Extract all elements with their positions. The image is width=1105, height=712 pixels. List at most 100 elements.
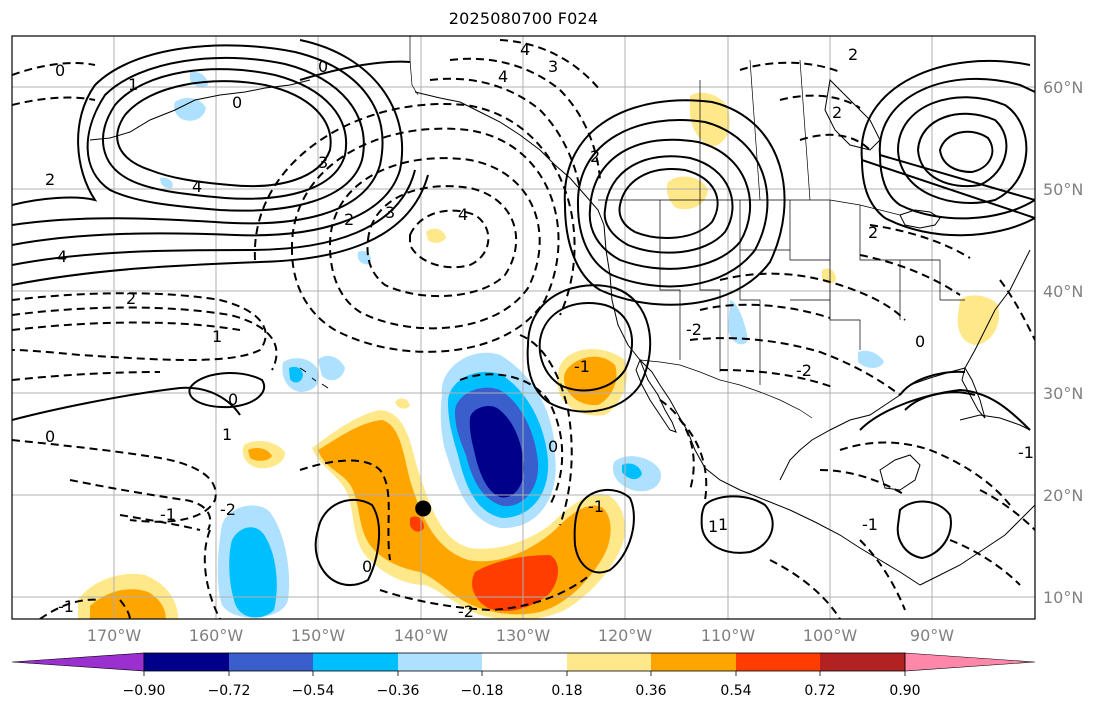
colorbar-bin	[567, 653, 651, 671]
colorbar-tick-label: 0.72	[804, 683, 836, 699]
lat-label-60n: 60°N	[1043, 78, 1084, 97]
yucatan-peninsula	[879, 454, 921, 491]
contour-label: -1	[588, 497, 604, 516]
contour-label: 1	[212, 327, 222, 346]
contour-ne-pacific-low-5	[253, 103, 576, 316]
colorbar-bin	[482, 653, 567, 671]
contour-south-1	[39, 598, 101, 619]
map-title: 2025080700 F024	[448, 9, 599, 28]
lon-label-110w: 110°W	[700, 626, 756, 645]
contour-west-trough-1	[12, 292, 267, 361]
shading-positive-small-4	[248, 448, 272, 461]
contour-mid-2	[12, 386, 241, 421]
contour-se-4	[979, 489, 1035, 531]
colorbar-bin	[313, 653, 398, 671]
contour-plains-4	[719, 369, 836, 389]
shading-negative-small-8	[174, 97, 206, 121]
contour-sw-low-1	[538, 302, 634, 392]
contour-label: 2	[126, 289, 136, 308]
lon-label-130w: 130°W	[495, 626, 551, 645]
colorbar-min-extend	[11, 652, 145, 672]
contour-southwest-4	[203, 529, 221, 619]
shading-positive-small-12	[395, 398, 410, 409]
alaska-canada-border	[409, 36, 419, 96]
contour-label: 4	[192, 177, 202, 196]
contour-gulf-alaska-1	[429, 77, 581, 191]
contour-se-1	[839, 441, 1011, 506]
contour-se-2	[819, 469, 906, 496]
contour-label: -2	[458, 602, 474, 621]
contour-gulf-alaska-3	[499, 39, 601, 91]
contour-aleutian-high-1	[116, 80, 332, 188]
contour-canada-3	[799, 133, 871, 151]
contour-south-central-2	[859, 539, 906, 611]
contour-label: 1	[708, 517, 718, 536]
contour-eastern-high-4	[878, 77, 1035, 220]
contour-north-low	[12, 62, 96, 76]
contour-label: -1	[58, 597, 74, 616]
colorbar-tick-label: −0.36	[376, 683, 420, 699]
contour-label: -1	[862, 515, 878, 534]
contour-southwest-1	[12, 439, 217, 523]
shading-negative-small-11	[160, 177, 173, 189]
colorbar-bin	[144, 653, 229, 671]
contour-aleutian-high-4	[12, 44, 384, 226]
lat-label-20n: 20°N	[1043, 486, 1084, 505]
lon-label-140w: 140°W	[393, 626, 449, 645]
contour-label: -1	[160, 505, 176, 524]
colorbar-tick-label: −0.90	[122, 683, 166, 699]
contour-western-high-2	[603, 155, 734, 254]
contour-label: -2	[796, 361, 812, 380]
contour-label: 2	[848, 45, 858, 64]
contour-label: 4	[458, 205, 468, 224]
great-lakes	[899, 209, 941, 229]
contour-west-trough-2	[12, 306, 278, 371]
contour-label: 1	[222, 425, 232, 444]
lat-label-30n: 30°N	[1043, 384, 1084, 403]
contour-east-2	[859, 254, 961, 296]
florida	[961, 366, 986, 419]
lon-label-150w: 150°W	[290, 626, 346, 645]
contour-label: 2	[344, 210, 354, 229]
contour-aleutian-high-6	[12, 169, 416, 266]
lat-label-40n: 40°N	[1043, 282, 1084, 301]
lon-label-120w: 120°W	[597, 626, 653, 645]
contour-south-central	[769, 559, 841, 619]
dashed-contours	[12, 39, 1035, 619]
contour-north-dash-2	[12, 96, 96, 106]
contour-label: -1	[1018, 443, 1034, 462]
gulf-of-mexico-coast	[779, 367, 966, 481]
contour-label: 0	[45, 427, 55, 446]
lon-label-100w: 100°W	[802, 626, 858, 645]
contour-label: 0	[318, 57, 328, 76]
contour-southwest-3	[119, 514, 201, 531]
baja-peninsula	[635, 358, 677, 433]
contour-storm-center-2	[519, 334, 573, 526]
contour-east-1	[869, 224, 971, 259]
colorbar-outline	[143, 652, 906, 672]
shading-negative-small-2	[289, 366, 303, 383]
contour-label: 0	[55, 61, 65, 80]
map-frame	[11, 35, 1036, 620]
contour-label: 0	[362, 557, 372, 576]
colorbar-tick-label: −0.18	[460, 683, 504, 699]
shading-negative-small-6	[728, 300, 748, 345]
colorbar-bin	[651, 653, 736, 671]
shading-negative-small-5	[622, 463, 642, 480]
shading-negative-west-inner	[229, 527, 277, 618]
colorbar-bin	[398, 653, 482, 671]
shading-negative-small-7	[858, 350, 884, 368]
contour-western-high-4	[576, 119, 769, 288]
contour-label: -1	[574, 357, 590, 376]
contour-southeast-1	[899, 370, 966, 396]
storm-center-marker	[415, 500, 432, 517]
contour-western-high-1	[618, 168, 719, 239]
lon-label-90w: 90°W	[909, 626, 955, 645]
contour-label: 2	[45, 170, 55, 189]
shading-positive-small-9	[957, 295, 1000, 345]
contour-mid-1	[188, 372, 265, 409]
contour-aleutian-high-7	[12, 174, 429, 286]
contour-label: 4	[498, 67, 508, 86]
contour-label: 1	[128, 75, 138, 94]
